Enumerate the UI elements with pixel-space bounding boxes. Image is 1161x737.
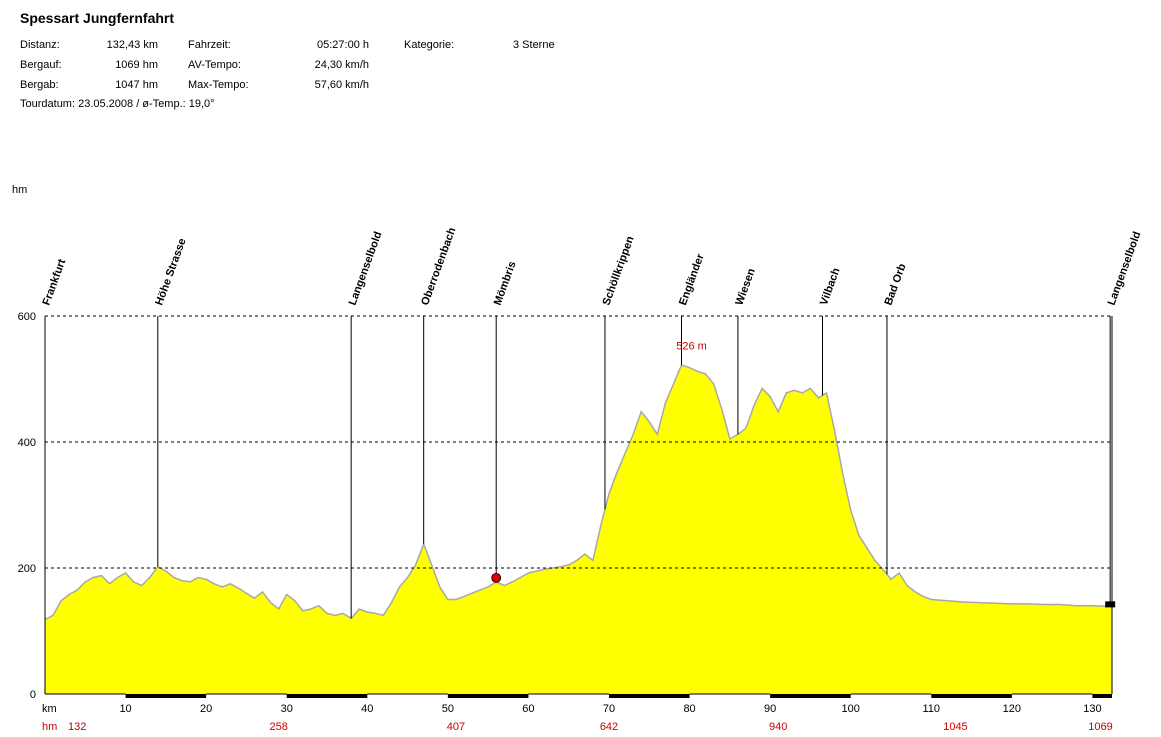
x-axis-segment-1 (125, 694, 207, 698)
cumulative-climb-0: 132 (68, 721, 86, 733)
stat-value-bergauf: 1069 hm (115, 59, 158, 71)
waypoint-label-8: Vilbach (818, 266, 843, 307)
x-tick-label-120: 120 (1003, 703, 1021, 715)
stat-value-fahrzeit: 05:27:00 h (317, 39, 369, 51)
stat-value-bergab: 1047 hm (115, 79, 158, 91)
page-title: Spessart Jungfernfahrt (20, 10, 175, 26)
waypoint-label-5: Schöllkrippen (601, 234, 637, 307)
elevation-line (44, 364, 1113, 621)
start-marker-icon (491, 572, 502, 583)
y-axis-label: hm (12, 184, 27, 196)
stat-value-max-tempo: 57,60 km/h (314, 79, 369, 91)
stat-value-av-tempo: 24,30 km/h (314, 59, 369, 71)
cumulative-row-label: hm (42, 721, 57, 733)
cumulative-climb-1: 258 (269, 721, 287, 733)
cumulative-climb-4: 940 (769, 721, 787, 733)
stat-label-kategorie: Kategorie: (404, 39, 455, 51)
waypoint-label-3: Oberrodenbach (419, 226, 458, 307)
y-tick-label-0: 0 (30, 689, 36, 701)
waypoint-label-10: Langenselbold (1106, 230, 1144, 307)
stat-label-fahrzeit: Fahrzeit: (188, 39, 231, 51)
y-tick-label-600: 600 (18, 311, 36, 323)
waypoint-label-1: Höhe Strasse (153, 237, 188, 307)
x-tick-label-70: 70 (603, 703, 615, 715)
tour-date-temperature: Tourdatum: 23.05.2008 / ø-Temp.: 19,0° (20, 98, 215, 110)
waypoint-label-4: Mömbris (492, 260, 519, 307)
x-tick-label-10: 10 (119, 703, 131, 715)
x-axis-segment-11 (931, 694, 1012, 698)
y-tick-label-400: 400 (18, 437, 36, 449)
cumulative-climb-2: 407 (447, 721, 465, 733)
elevation-area (45, 365, 1112, 694)
waypoint-label-9: Bad Orb (883, 262, 909, 307)
cumulative-climb-5: 1045 (943, 721, 967, 733)
x-axis-segment-3 (286, 694, 368, 698)
x-axis-segment-13 (1092, 694, 1112, 698)
x-tick-label-20: 20 (200, 703, 212, 715)
stat-label-bergauf: Bergauf: (20, 59, 62, 71)
waypoint-label-7: Wiesen (733, 267, 758, 307)
x-tick-label-90: 90 (764, 703, 776, 715)
x-tick-label-40: 40 (361, 703, 373, 715)
x-tick-label-130: 130 (1083, 703, 1101, 715)
cumulative-climb-6: 1069 (1088, 721, 1112, 733)
x-axis-segment-5 (447, 694, 529, 698)
x-axis-segment-7 (608, 694, 690, 698)
x-tick-label-110: 110 (923, 703, 941, 715)
waypoint-label-2: Langenselbold (347, 230, 385, 307)
x-axis-segment-9 (770, 694, 851, 698)
x-axis-label: km (42, 703, 57, 715)
stat-label-max-tempo: Max-Tempo: (188, 79, 249, 91)
x-tick-label-50: 50 (442, 703, 454, 715)
cumulative-climb-3: 642 (600, 721, 618, 733)
finish-marker-icon (1105, 601, 1116, 608)
stat-value-distanz: 132,43 km (106, 39, 158, 51)
peak-annotation: 526 m (676, 341, 707, 353)
x-tick-label-100: 100 (842, 703, 860, 715)
stat-label-bergab: Bergab: (20, 79, 59, 91)
y-tick-label-200: 200 (18, 563, 36, 575)
stat-label-distanz: Distanz: (20, 39, 60, 51)
x-tick-label-80: 80 (683, 703, 695, 715)
stat-value-kategorie: 3 Sterne (513, 39, 555, 51)
x-tick-label-60: 60 (522, 703, 534, 715)
waypoint-label-6: Engländer (677, 252, 707, 307)
waypoint-label-0: Frankfurt (41, 257, 69, 307)
stat-label-av-tempo: AV-Tempo: (188, 59, 241, 71)
x-tick-label-30: 30 (281, 703, 293, 715)
